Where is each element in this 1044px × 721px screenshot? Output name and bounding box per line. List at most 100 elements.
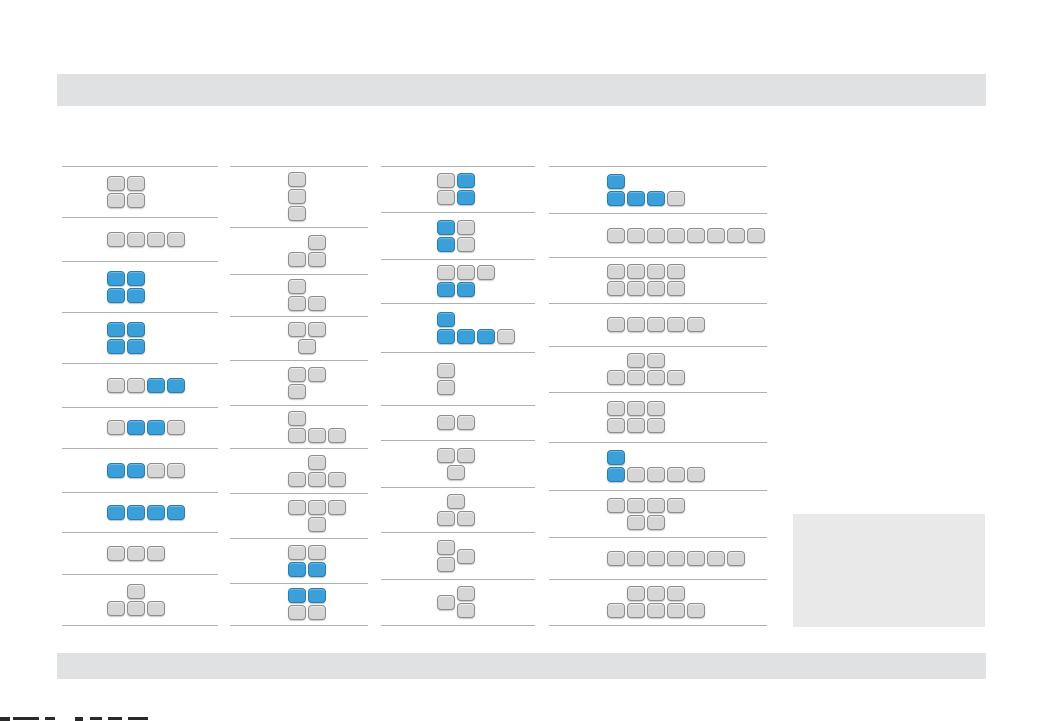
tile-gray <box>687 228 705 243</box>
shape-c3-r1[interactable] <box>437 173 475 205</box>
tile-gray <box>437 265 455 280</box>
shape-c2-r7[interactable] <box>288 455 346 487</box>
tile-gray <box>477 265 495 280</box>
tile-blue <box>437 237 455 252</box>
tile-gray <box>147 601 165 616</box>
shape-c1-r1[interactable] <box>107 176 145 208</box>
tile-gray <box>107 176 125 191</box>
tile-gray <box>607 551 625 566</box>
tile-gray <box>447 494 465 509</box>
tile-blue <box>457 282 475 297</box>
shape-c2-r1[interactable] <box>288 172 306 221</box>
shape-c3-r10[interactable] <box>437 586 475 618</box>
tile-gray <box>457 415 475 430</box>
tile-gray <box>707 551 725 566</box>
clipped-text-fragment <box>0 717 10 721</box>
tile-gray <box>147 546 165 561</box>
shape-c4-r8[interactable] <box>607 498 685 530</box>
tile-gray <box>437 173 455 188</box>
tile-gray <box>687 551 705 566</box>
row-separator <box>381 487 535 488</box>
shape-c2-r5[interactable] <box>288 367 326 399</box>
shape-c4-r7[interactable] <box>607 450 705 482</box>
shape-c3-r4[interactable] <box>437 312 515 344</box>
shape-c4-r10[interactable] <box>607 586 705 618</box>
shape-c2-r2[interactable] <box>288 235 326 267</box>
row-separator <box>230 583 368 584</box>
tile-gray <box>288 605 306 620</box>
shape-c1-r5[interactable] <box>107 378 185 393</box>
shape-c4-r1[interactable] <box>607 174 685 206</box>
tile-gray <box>308 235 326 250</box>
shape-c3-r8[interactable] <box>437 494 475 526</box>
tile-blue <box>437 329 455 344</box>
row-separator <box>549 490 767 491</box>
shape-c3-r7[interactable] <box>437 448 475 480</box>
tile-gray <box>107 193 125 208</box>
row-separator <box>230 274 368 275</box>
row-separator <box>381 532 535 533</box>
shape-c2-r6[interactable] <box>288 411 346 443</box>
shape-c1-r10[interactable] <box>107 584 165 616</box>
tile-gray <box>497 329 515 344</box>
row-separator <box>381 259 535 260</box>
shape-c4-r3[interactable] <box>607 264 685 296</box>
shape-c3-r3[interactable] <box>437 265 495 297</box>
tile-gray <box>308 455 326 470</box>
shape-c2-r9[interactable] <box>288 545 326 577</box>
side-panel <box>793 514 985 627</box>
tile-blue <box>107 288 125 303</box>
shape-c1-r3[interactable] <box>107 271 145 303</box>
shape-c4-r6[interactable] <box>607 401 665 433</box>
shape-c1-r7[interactable] <box>107 463 185 478</box>
shape-c1-r4[interactable] <box>107 322 145 354</box>
shape-c3-r5[interactable] <box>437 363 455 395</box>
tile-blue <box>308 588 326 603</box>
shape-c3-r6[interactable] <box>437 415 475 430</box>
shape-c2-r10[interactable] <box>288 588 326 620</box>
tile-gray <box>667 228 685 243</box>
tile-gray <box>707 228 725 243</box>
shape-c2-r3[interactable] <box>288 279 326 311</box>
tile-blue <box>167 378 185 393</box>
shape-c1-r6[interactable] <box>107 420 185 435</box>
shape-c4-r2[interactable] <box>607 228 765 243</box>
tile-gray <box>687 467 705 482</box>
row-separator <box>62 261 218 262</box>
row-separator <box>381 405 535 406</box>
tile-blue <box>437 220 455 235</box>
tile-gray <box>147 232 165 247</box>
shape-c3-r9[interactable] <box>437 540 475 572</box>
row-separator <box>62 363 218 364</box>
tile-gray <box>687 317 705 332</box>
tile-gray <box>288 472 306 487</box>
shape-c1-r8[interactable] <box>107 505 185 520</box>
row-separator <box>62 492 218 493</box>
tile-gray <box>288 206 306 221</box>
shape-c4-r4[interactable] <box>607 317 705 332</box>
row-separator <box>230 227 368 228</box>
shape-c1-r2[interactable] <box>107 232 185 247</box>
tile-gray <box>647 353 665 368</box>
tile-gray <box>127 193 145 208</box>
tile-blue <box>107 322 125 337</box>
shape-c4-r5[interactable] <box>607 353 685 385</box>
shape-c1-r9[interactable] <box>107 546 165 561</box>
tile-gray <box>288 252 306 267</box>
tile-gray <box>667 603 685 618</box>
shape-c4-r9[interactable] <box>607 551 745 566</box>
clipped-text-fragment <box>75 717 83 721</box>
tile-gray <box>308 605 326 620</box>
tile-blue <box>127 271 145 286</box>
shape-c2-r8[interactable] <box>288 500 346 532</box>
shape-c3-r2[interactable] <box>437 220 475 252</box>
tile-gray <box>627 515 645 530</box>
tile-gray <box>457 586 475 601</box>
tile-gray <box>727 228 745 243</box>
shape-c2-r4[interactable] <box>288 322 326 354</box>
tile-gray <box>127 584 145 599</box>
tile-gray <box>107 601 125 616</box>
row-separator <box>62 217 218 218</box>
tile-gray <box>607 370 625 385</box>
tile-gray <box>288 500 306 515</box>
